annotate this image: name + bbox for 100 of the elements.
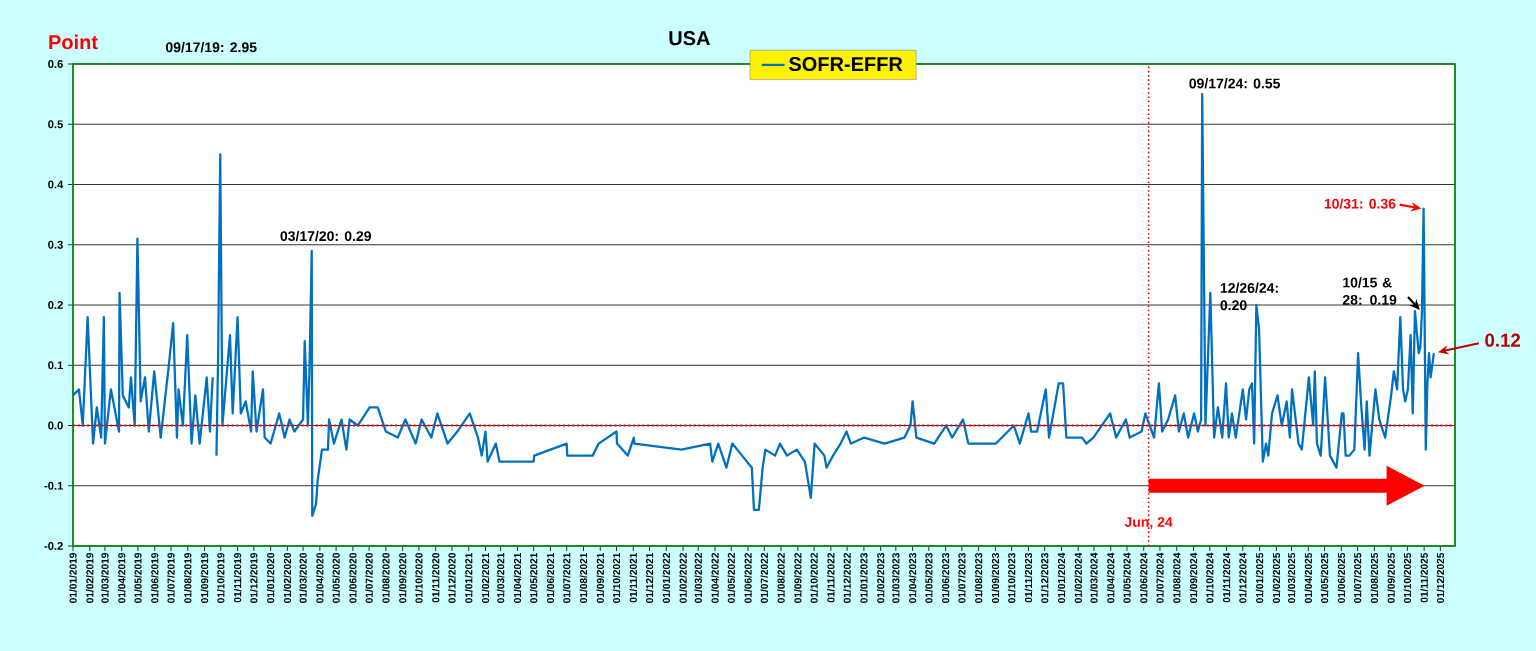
x-tick-label: 01/08/2020: [382, 553, 390, 603]
x-tick-label: 01/09/2021: [596, 552, 605, 603]
x-tick-label: 01/08/2022: [777, 553, 785, 603]
x-tick-label: 01/01/2022: [662, 553, 671, 603]
x-tick-label: 01/05/2024: [1123, 552, 1131, 603]
x-tick-label: 01/03/2022: [694, 553, 703, 603]
x-tick-label: 01/12/2020: [448, 553, 456, 603]
x-tick-label: 01/09/2022: [794, 553, 802, 603]
y-tick-label: 0.6: [48, 60, 63, 68]
annotation: 09/17/24: 0.55: [1189, 78, 1280, 89]
x-tick-label: 01/12/2022: [843, 553, 851, 603]
x-tick-label: 01/05/2020: [332, 553, 340, 603]
x-tick-label: 01/11/2020: [431, 553, 440, 603]
x-tick-label: 01/03/2019: [101, 552, 109, 603]
x-tick-label: 01/02/2021: [481, 552, 490, 603]
annotation: 0.12: [1485, 333, 1521, 347]
x-tick-label: 01/05/2021: [529, 552, 538, 603]
legend-label: SOFR-EFFR: [788, 56, 903, 72]
annotation: 10/15 & 28: 0.19: [1342, 277, 1397, 305]
x-tick-label: 01/05/2022: [727, 553, 736, 603]
x-tick-label: 01/04/2024: [1106, 552, 1115, 603]
x-tick-label: 01/06/2022: [744, 553, 752, 603]
y-tick-label: 0.3: [48, 240, 63, 249]
x-tick-label: 01/07/2022: [760, 553, 769, 603]
x-tick-label: 01/02/2019: [86, 552, 94, 603]
x-tick-label: 01/09/2024: [1189, 552, 1198, 603]
x-tick-label: 01/11/2022: [827, 553, 835, 603]
x-tick-label: 01/03/2024: [1090, 552, 1098, 603]
x-tick-label: 01/12/2021: [645, 552, 654, 603]
x-tick-label: 01/08/2025: [1370, 552, 1379, 603]
x-tick-label: 01/11/2025: [1420, 552, 1428, 603]
x-tick-label: 01/05/2023: [925, 552, 933, 603]
x-tick-label: 01/06/2024: [1139, 552, 1148, 603]
x-tick-label: 01/04/2025: [1304, 552, 1313, 603]
x-tick-label: 01/07/2019: [167, 552, 175, 603]
y-tick-label: -0.2: [44, 542, 63, 550]
x-tick-label: 01/10/2024: [1206, 552, 1214, 603]
annotation: 12/26/24: 0.20: [1220, 282, 1278, 311]
x-tick-label: 01/02/2022: [679, 553, 687, 603]
x-tick-label: 01/11/2024: [1222, 552, 1231, 603]
x-tick-label: 01/01/2020: [266, 553, 275, 603]
y-tick-label: 0.1: [48, 361, 63, 370]
x-tick-label: 01/11/2019: [233, 552, 242, 603]
x-tick-label: 01/02/2024: [1074, 552, 1083, 603]
x-tick-label: 01/03/2021: [496, 552, 505, 603]
annotation: 03/17/20: 0.29: [280, 230, 371, 242]
x-tick-label: 01/09/2023: [991, 552, 1000, 603]
y-tick-label: 0.4: [48, 180, 64, 189]
x-tick-label: 01/12/2019: [250, 552, 258, 603]
chart-title: USA: [669, 31, 710, 46]
x-tick-label: 01/07/2024: [1156, 552, 1164, 603]
x-tick-label: 01/05/2019: [134, 552, 142, 603]
x-tick-label: 01/04/2020: [316, 553, 324, 603]
x-tick-label: 01/10/2020: [415, 553, 423, 603]
x-tick-label: 01/03/2023: [892, 552, 900, 603]
x-tick-label: 01/02/2025: [1272, 552, 1281, 603]
x-tick-label: 01/09/2019: [200, 552, 209, 603]
x-tick-label: 01/10/2019: [217, 552, 225, 603]
x-tick-label: 01/06/2023: [941, 552, 950, 603]
y-tick-label: 0.0: [48, 421, 63, 430]
x-tick-label: 01/01/2021: [464, 552, 473, 603]
x-tick-label: 01/08/2019: [183, 552, 192, 603]
x-tick-label: 01/01/2024: [1057, 552, 1066, 603]
x-tick-label: 01/05/2025: [1320, 552, 1329, 603]
x-tick-label: 01/10/2021: [612, 552, 621, 603]
x-tick-label: 01/12/2025: [1436, 552, 1445, 603]
x-tick-label: 01/04/2019: [117, 552, 126, 603]
y-tick-label: 0.2: [48, 301, 63, 309]
x-tick-label: 01/07/2025: [1353, 552, 1362, 603]
y-tick-label: 0.5: [48, 120, 63, 129]
x-tick-label: 01/01/2023: [860, 552, 868, 603]
ref-line-label: Jun, 24: [1124, 517, 1173, 529]
x-tick-label: 01/06/2019: [150, 552, 159, 603]
x-tick-label: 01/07/2023: [958, 552, 966, 603]
x-tick-label: 01/02/2023: [876, 552, 885, 603]
x-tick-label: 01/11/2023: [1024, 552, 1033, 603]
x-tick-label: 01/06/2021: [546, 552, 555, 603]
x-tick-label: 01/10/2023: [1007, 552, 1016, 603]
x-tick-label: 01/07/2021: [562, 552, 571, 603]
x-tick-label: 01/02/2020: [283, 553, 292, 603]
x-tick-label: 01/01/2019: [69, 552, 77, 603]
x-tick-label: 01/12/2023: [1040, 552, 1049, 603]
text: 09/17/19: 2.95: [165, 41, 257, 53]
x-tick-label: 01/10/2022: [810, 553, 818, 603]
x-tick-label: 01/04/2022: [711, 553, 719, 603]
x-tick-label: 01/09/2020: [398, 553, 407, 603]
x-tick-label: 01/11/2021: [629, 552, 638, 603]
x-tick-label: 01/04/2021: [513, 552, 522, 603]
x-tick-label: 01/08/2023: [974, 552, 983, 603]
x-tick-label: 01/08/2021: [579, 552, 588, 603]
x-tick-label: 01/08/2024: [1172, 552, 1181, 603]
x-tick-label: 01/07/2020: [365, 553, 373, 603]
x-tick-label: 01/01/2025: [1255, 552, 1264, 603]
x-tick-label: 01/09/2025: [1387, 552, 1395, 603]
x-tick-label: 01/03/2020: [299, 553, 307, 603]
x-tick-label: 01/12/2024: [1239, 552, 1247, 603]
x-tick-label: 01/06/2020: [349, 553, 357, 603]
x-tick-label: 01/04/2023: [908, 552, 917, 603]
y-axis-title: Point: [49, 34, 98, 50]
x-tick-label: 01/10/2025: [1403, 552, 1412, 603]
